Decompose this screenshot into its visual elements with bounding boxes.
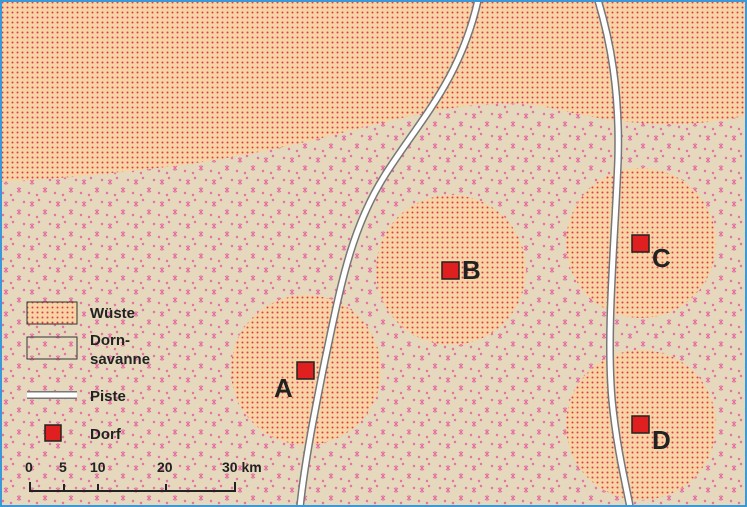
village-b-marker bbox=[441, 261, 460, 280]
village-b-label: B bbox=[462, 255, 481, 285]
village-a: A bbox=[274, 361, 315, 403]
village-c-marker bbox=[631, 234, 650, 253]
legend-swatch-desert bbox=[26, 301, 78, 325]
village-b: B bbox=[441, 255, 481, 285]
village-c: C bbox=[631, 234, 671, 273]
piste-east bbox=[594, 0, 634, 507]
piste-west bbox=[296, 0, 482, 507]
scale-tick-20: 20 bbox=[157, 459, 173, 475]
legend: Wüste Dorn- savanne Piste Dorf bbox=[26, 301, 150, 443]
desert-area-north bbox=[0, 0, 747, 182]
legend-label-piste: Piste bbox=[90, 388, 126, 405]
village-a-label: A bbox=[274, 373, 293, 403]
scale-tick-5: 5 bbox=[59, 459, 67, 475]
village-d-marker bbox=[631, 415, 650, 434]
village-a-marker bbox=[296, 361, 315, 380]
scale-tick-30: 30 km bbox=[222, 459, 262, 475]
legend-label-savanna-1: Dorn- bbox=[90, 332, 130, 349]
legend-swatch-village bbox=[44, 424, 62, 442]
legend-label-savanna-2: savanne bbox=[90, 351, 150, 368]
village-d: D bbox=[631, 415, 671, 455]
village-d-label: D bbox=[652, 425, 671, 455]
legend-swatch-savanna bbox=[26, 336, 78, 360]
legend-label-desert: Wüste bbox=[90, 305, 135, 322]
scale-tick-0: 0 bbox=[25, 459, 33, 475]
village-c-label: C bbox=[652, 243, 671, 273]
scale-bar: 0 5 10 20 30 km bbox=[25, 459, 262, 492]
scale-tick-10: 10 bbox=[90, 459, 106, 475]
legend-label-village: Dorf bbox=[90, 426, 122, 443]
